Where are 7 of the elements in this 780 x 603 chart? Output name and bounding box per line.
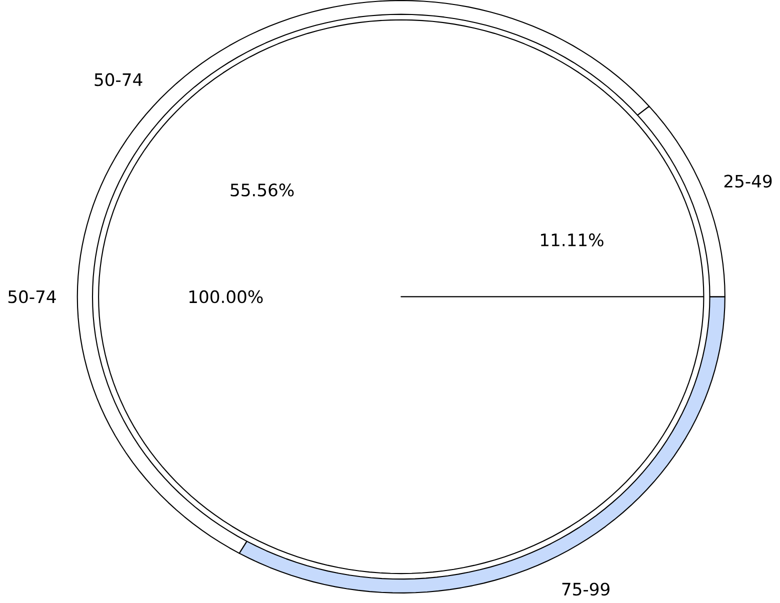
slice-label: 50-74	[8, 290, 56, 304]
data-label: 55.56%	[230, 184, 294, 197]
slice-label: 50-74	[94, 73, 142, 86]
slice-label: 25-49	[724, 174, 772, 188]
data-label: 100.00%	[189, 290, 263, 304]
data-label: 11.11%	[541, 234, 604, 246]
slice-label: 75-99	[562, 582, 610, 596]
